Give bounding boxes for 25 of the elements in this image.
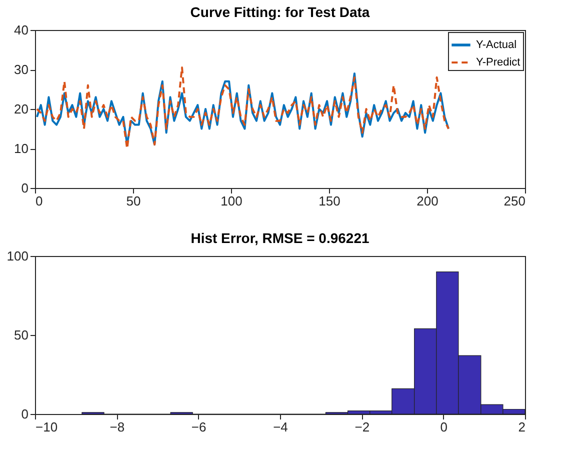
y-tick-label: 0 (21, 406, 28, 422)
x-tick-label: −6 (191, 420, 206, 434)
x-tick-label: −2 (354, 420, 370, 434)
y-tick-label: 30 (14, 62, 28, 77)
x-tick-label: 100 (220, 194, 242, 208)
chart-title: Curve Fitting: for Test Data (190, 4, 370, 20)
y-tick-label: 0 (21, 180, 28, 196)
x-tick-label: 0 (440, 420, 448, 434)
x-tick-label: 250 (504, 194, 526, 208)
x-tick-label: 2 (518, 420, 526, 434)
x-tick-label: −4 (273, 420, 288, 434)
chart-title: Hist Error, RMSE = 0.96221 (190, 230, 370, 246)
x-tick-label: 50 (126, 194, 141, 208)
y-tick-label: 10 (14, 141, 28, 156)
x-tick-label: 0 (36, 194, 43, 208)
y-tick-label: 20 (14, 102, 28, 116)
y-tick-label: 50 (14, 328, 28, 342)
x-tick-label: −10 (36, 420, 58, 434)
x-tick-label: 200 (416, 194, 438, 208)
x-tick-label: −8 (110, 420, 125, 434)
legend-label: Y-Predict (476, 56, 520, 68)
y-tick-label: 40 (14, 22, 28, 38)
legend-label: Y-Actual (476, 39, 517, 51)
y-tick-label: 100 (6, 248, 28, 264)
x-tick-label: 150 (318, 194, 340, 208)
